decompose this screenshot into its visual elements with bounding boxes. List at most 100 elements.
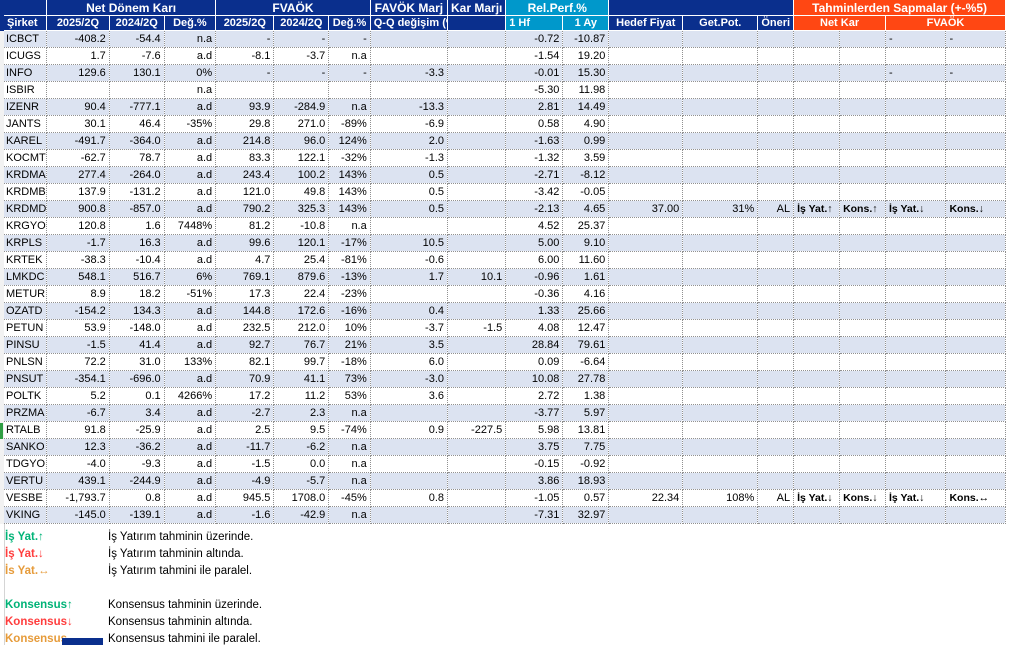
- value-cell[interactable]: [447, 81, 507, 99]
- sapma-cell[interactable]: [839, 268, 886, 286]
- value-cell[interactable]: a.d: [164, 47, 217, 65]
- ticker-cell[interactable]: VKING: [4, 506, 48, 524]
- value-cell[interactable]: 143%: [328, 166, 371, 184]
- sapma-cell[interactable]: [839, 302, 886, 320]
- ticker-cell[interactable]: VERTU: [4, 472, 48, 490]
- value-cell[interactable]: -11.7: [215, 438, 275, 456]
- value-cell[interactable]: [682, 98, 759, 116]
- value-cell[interactable]: [757, 30, 795, 48]
- value-cell[interactable]: 10.08: [505, 370, 564, 388]
- value-cell[interactable]: [608, 149, 684, 167]
- value-cell[interactable]: 22.4: [273, 285, 330, 303]
- value-cell[interactable]: [447, 472, 507, 490]
- value-cell[interactable]: -51%: [164, 285, 217, 303]
- value-cell[interactable]: [757, 421, 795, 439]
- value-cell[interactable]: [682, 336, 759, 354]
- value-cell[interactable]: [682, 302, 759, 320]
- value-cell[interactable]: -0.6: [370, 251, 449, 269]
- legend-description[interactable]: İş Yatırım tahmini ile paralel.: [108, 564, 253, 577]
- value-cell[interactable]: 133%: [164, 353, 217, 371]
- value-cell[interactable]: -16%: [328, 302, 371, 320]
- value-cell[interactable]: -2.7: [215, 404, 275, 422]
- legend-label[interactable]: İş Yat.↓: [5, 547, 44, 560]
- ticker-cell[interactable]: POLTK: [4, 387, 48, 405]
- value-cell[interactable]: 2.81: [505, 98, 564, 116]
- sapma-cell[interactable]: [885, 81, 947, 99]
- ticker-cell[interactable]: PNSUT: [4, 370, 48, 388]
- header-fv-deg[interactable]: Değ.%: [328, 15, 371, 31]
- sapma-cell[interactable]: İş Yat.↑: [793, 200, 841, 218]
- sapma-cell[interactable]: [793, 47, 841, 65]
- legend-description[interactable]: Konsensus tahminin üzerinde.: [108, 598, 263, 611]
- value-cell[interactable]: 21%: [328, 336, 371, 354]
- value-cell[interactable]: -89%: [328, 115, 371, 133]
- value-cell[interactable]: n.a: [328, 472, 371, 490]
- value-cell[interactable]: [608, 234, 684, 252]
- value-cell[interactable]: 22.34: [608, 489, 684, 507]
- sapma-cell[interactable]: [793, 387, 841, 405]
- sapma-cell[interactable]: [793, 438, 841, 456]
- value-cell[interactable]: 900.8: [46, 200, 110, 218]
- sapma-cell[interactable]: [839, 251, 886, 269]
- sapma-cell[interactable]: [793, 285, 841, 303]
- value-cell[interactable]: 439.1: [46, 472, 110, 490]
- sapma-cell[interactable]: [839, 319, 886, 337]
- value-cell[interactable]: [757, 132, 795, 150]
- value-cell[interactable]: [608, 132, 684, 150]
- value-cell[interactable]: [608, 183, 684, 201]
- legend-description[interactable]: Konsensus tahmini ile paralel.: [108, 632, 261, 645]
- value-cell[interactable]: n.a: [328, 47, 371, 65]
- value-cell[interactable]: a.d: [164, 251, 217, 269]
- value-cell[interactable]: 2.3: [273, 404, 330, 422]
- value-cell[interactable]: -74%: [328, 421, 371, 439]
- value-cell[interactable]: 130.1: [109, 64, 165, 82]
- value-cell[interactable]: 4.90: [562, 115, 610, 133]
- value-cell[interactable]: 4.52: [505, 217, 564, 235]
- value-cell[interactable]: [757, 166, 795, 184]
- value-cell[interactable]: -1.05: [505, 489, 564, 507]
- sapma-cell[interactable]: [945, 98, 1006, 116]
- ticker-cell[interactable]: TDGYO: [4, 455, 48, 473]
- sapma-cell[interactable]: [885, 506, 947, 524]
- header-fvaok[interactable]: FVAÖK: [215, 0, 371, 16]
- sapma-cell[interactable]: [793, 217, 841, 235]
- value-cell[interactable]: [608, 166, 684, 184]
- value-cell[interactable]: 49.8: [273, 183, 330, 201]
- value-cell[interactable]: 76.7: [273, 336, 330, 354]
- value-cell[interactable]: [608, 353, 684, 371]
- sapma-cell[interactable]: [885, 166, 947, 184]
- value-cell[interactable]: 10%: [328, 319, 371, 337]
- value-cell[interactable]: [447, 455, 507, 473]
- value-cell[interactable]: [757, 404, 795, 422]
- value-cell[interactable]: [370, 81, 449, 99]
- sapma-cell[interactable]: [793, 370, 841, 388]
- header-sapma-net-kar[interactable]: Net Kar: [793, 15, 886, 31]
- value-cell[interactable]: 4.16: [562, 285, 610, 303]
- value-cell[interactable]: -36.2: [109, 438, 165, 456]
- header-rel-perf[interactable]: Rel.Perf.%: [505, 0, 610, 16]
- value-cell[interactable]: [757, 64, 795, 82]
- sapma-cell[interactable]: [839, 166, 886, 184]
- value-cell[interactable]: a.d: [164, 455, 217, 473]
- value-cell[interactable]: 0.99: [562, 132, 610, 150]
- value-cell[interactable]: [757, 149, 795, 167]
- sapma-cell[interactable]: [793, 132, 841, 150]
- value-cell[interactable]: -696.0: [109, 370, 165, 388]
- value-cell[interactable]: 5.98: [505, 421, 564, 439]
- value-cell[interactable]: [447, 132, 507, 150]
- value-cell[interactable]: [447, 47, 507, 65]
- value-cell[interactable]: -139.1: [109, 506, 165, 524]
- value-cell[interactable]: [447, 353, 507, 371]
- value-cell[interactable]: [608, 370, 684, 388]
- value-cell[interactable]: [682, 404, 759, 422]
- value-cell[interactable]: a.d: [164, 149, 217, 167]
- sapma-cell[interactable]: [945, 285, 1006, 303]
- value-cell[interactable]: [757, 217, 795, 235]
- sapma-cell[interactable]: [839, 455, 886, 473]
- header-kar-marji[interactable]: Kar Marjı: [447, 0, 507, 16]
- value-cell[interactable]: 11.2: [273, 387, 330, 405]
- sapma-cell[interactable]: [793, 472, 841, 490]
- sapma-cell[interactable]: [945, 404, 1006, 422]
- value-cell[interactable]: [757, 319, 795, 337]
- sapma-cell[interactable]: [839, 404, 886, 422]
